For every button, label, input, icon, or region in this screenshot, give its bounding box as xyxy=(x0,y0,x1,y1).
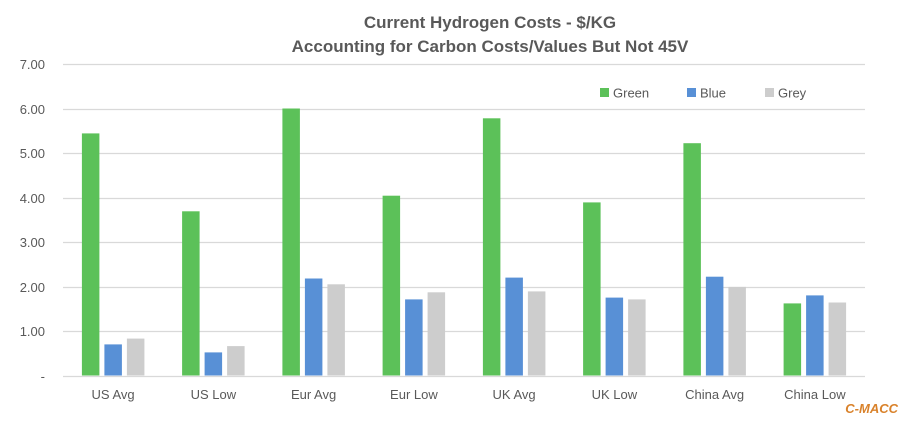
y-axis: - 1.00 2.00 3.00 4.00 5.00 6.00 7.00 xyxy=(20,57,45,384)
bar-blue xyxy=(605,297,624,376)
chart-subtitle: Accounting for Carbon Costs/Values But N… xyxy=(292,37,689,56)
x-tick-label: UK Avg xyxy=(493,387,536,402)
x-tick-label: US Avg xyxy=(92,387,135,402)
chart-title: Current Hydrogen Costs - $/KG xyxy=(364,13,616,32)
bar-green xyxy=(783,303,802,376)
x-tick-label: UK Low xyxy=(592,387,638,402)
y-tick-label: 1.00 xyxy=(20,324,45,339)
bar-grey xyxy=(628,299,646,376)
y-tick-label: 3.00 xyxy=(20,235,45,250)
legend-swatch-green xyxy=(600,88,609,97)
y-tick-label: 5.00 xyxy=(20,146,45,161)
bar-grey xyxy=(728,286,746,376)
bar-green xyxy=(683,143,701,376)
y-tick-label: 7.00 xyxy=(20,57,45,72)
y-tick-label: 2.00 xyxy=(20,280,45,295)
bar-blue xyxy=(204,352,223,376)
watermark: C-MACC xyxy=(845,401,898,416)
legend-swatch-grey xyxy=(765,88,774,97)
bar-green xyxy=(583,202,601,376)
x-tick-label: Eur Avg xyxy=(291,387,336,402)
x-tick-label: China Avg xyxy=(685,387,744,402)
bar-green xyxy=(282,108,300,376)
bar-blue xyxy=(304,278,323,376)
bar-grey xyxy=(527,291,546,376)
bar-green xyxy=(182,211,200,376)
y-tick-label: 4.00 xyxy=(20,191,45,206)
y-tick-label: - xyxy=(41,369,45,384)
bar-blue xyxy=(806,295,824,376)
bar-grey xyxy=(327,284,345,376)
bars xyxy=(81,108,847,376)
legend-label-grey: Grey xyxy=(778,86,807,101)
x-tick-label: US Low xyxy=(191,387,237,402)
legend-label-blue: Blue xyxy=(700,86,726,101)
bar-blue xyxy=(705,276,724,376)
legend-label-green: Green xyxy=(613,86,649,101)
bar-grey xyxy=(126,338,145,376)
x-tick-label: China Low xyxy=(784,387,846,402)
x-tick-label: Eur Low xyxy=(390,387,438,402)
legend-swatch-blue xyxy=(687,88,696,97)
y-tick-label: 6.00 xyxy=(20,102,45,117)
bar-green xyxy=(482,118,501,376)
bar-green xyxy=(382,195,401,376)
bar-blue xyxy=(505,277,523,376)
bar-grey xyxy=(227,346,245,376)
legend: Green Blue Grey xyxy=(600,86,807,101)
x-axis: US Avg US Low Eur Avg Eur Low UK Avg UK Low Ch… xyxy=(92,387,847,402)
bar-grey xyxy=(427,292,446,376)
bar-green xyxy=(81,133,100,376)
bar-grey xyxy=(828,302,847,376)
bar-blue xyxy=(405,299,423,376)
bar-blue xyxy=(104,344,122,376)
